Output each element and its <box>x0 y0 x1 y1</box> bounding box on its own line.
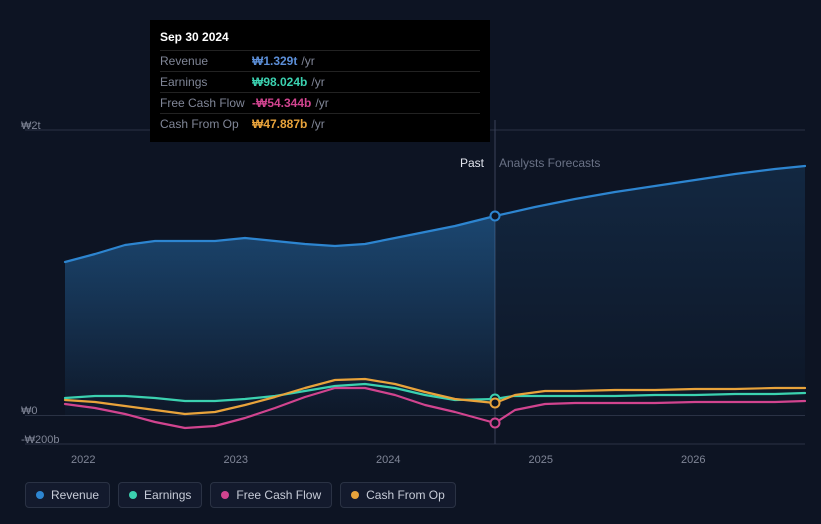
tooltip-row-suffix: /yr <box>301 54 314 68</box>
legend-item-revenue[interactable]: Revenue <box>25 482 110 508</box>
tooltip-date: Sep 30 2024 <box>160 26 480 50</box>
tooltip-row-suffix: /yr <box>315 96 328 110</box>
tooltip-row-label: Cash From Op <box>160 117 252 131</box>
tooltip-row-value: ₩47.887b <box>252 117 307 131</box>
y-tick-label: ₩2t <box>21 120 41 132</box>
x-tick-label: 2024 <box>376 454 400 466</box>
tooltip-row-label: Revenue <box>160 54 252 68</box>
tooltip-row-value: -₩54.344b <box>252 96 311 110</box>
y-tick-label: ₩0 <box>21 405 38 417</box>
x-tick-label: 2022 <box>71 454 95 466</box>
legend-label: Free Cash Flow <box>236 488 321 502</box>
chart-tooltip: Sep 30 2024 Revenue ₩1.329t /yr Earnings… <box>150 20 490 142</box>
x-tick-label: 2023 <box>224 454 248 466</box>
legend-item-cfo[interactable]: Cash From Op <box>340 482 456 508</box>
legend-label: Revenue <box>51 488 99 502</box>
chart-container: Sep 30 2024 Revenue ₩1.329t /yr Earnings… <box>15 10 806 514</box>
tooltip-row-earnings: Earnings ₩98.024b /yr <box>160 71 480 92</box>
x-tick-label: 2025 <box>529 454 553 466</box>
legend-dot-icon <box>351 491 359 499</box>
legend-item-fcf[interactable]: Free Cash Flow <box>210 482 332 508</box>
tooltip-row-label: Earnings <box>160 75 252 89</box>
tooltip-row-suffix: /yr <box>311 75 324 89</box>
tooltip-row-value: ₩98.024b <box>252 75 307 89</box>
x-tick-label: 2026 <box>681 454 705 466</box>
tooltip-row-label: Free Cash Flow <box>160 96 252 110</box>
tooltip-row-suffix: /yr <box>311 117 324 131</box>
forecast-label: Analysts Forecasts <box>499 156 600 170</box>
legend-dot-icon <box>36 491 44 499</box>
legend-dot-icon <box>221 491 229 499</box>
tooltip-row-value: ₩1.329t <box>252 54 297 68</box>
legend-dot-icon <box>129 491 137 499</box>
legend: Revenue Earnings Free Cash Flow Cash Fro… <box>25 482 456 508</box>
tooltip-row-revenue: Revenue ₩1.329t /yr <box>160 50 480 71</box>
legend-item-earnings[interactable]: Earnings <box>118 482 202 508</box>
legend-label: Cash From Op <box>366 488 445 502</box>
legend-label: Earnings <box>144 488 191 502</box>
tooltip-row-cfo: Cash From Op ₩47.887b /yr <box>160 113 480 134</box>
past-label: Past <box>460 156 484 170</box>
tooltip-row-fcf: Free Cash Flow -₩54.344b /yr <box>160 92 480 113</box>
y-tick-label: -₩200b <box>21 434 60 446</box>
